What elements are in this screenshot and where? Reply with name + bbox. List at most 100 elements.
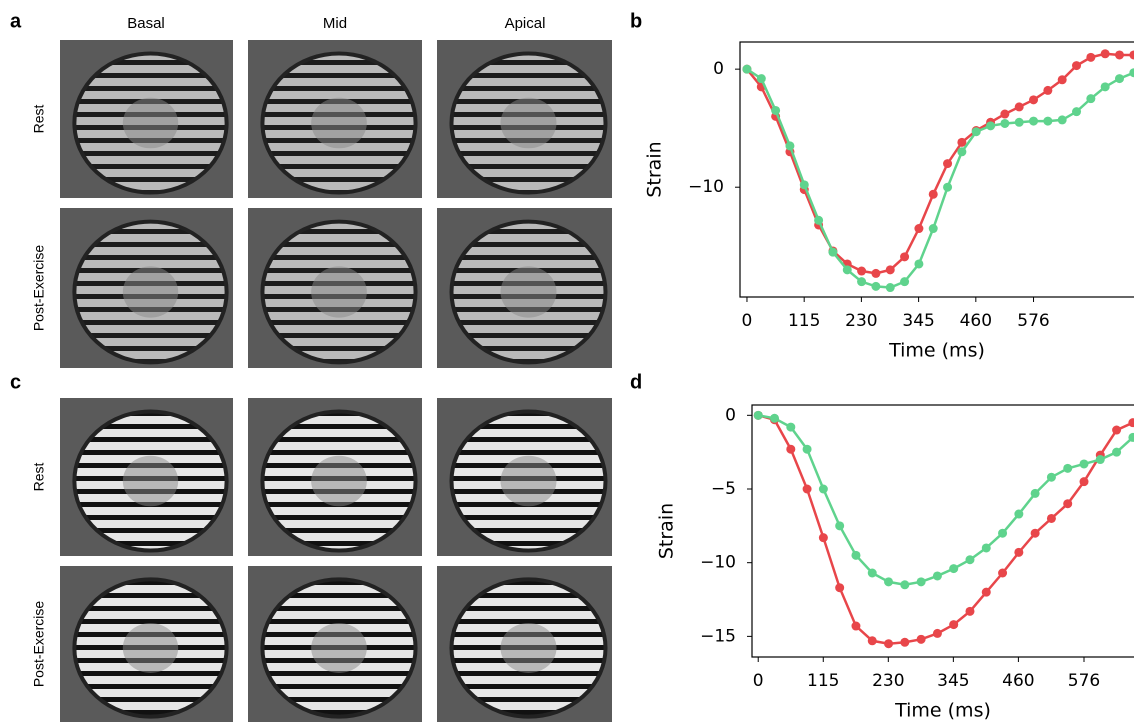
x-tick-label: 460 [1002,671,1034,691]
data-point [900,580,910,590]
data-point [900,277,910,287]
data-point [916,577,926,587]
data-point [928,189,938,199]
data-point [1000,109,1010,119]
data-point [842,265,852,275]
data-point [818,484,828,494]
x-axis-label: Time (ms) [888,340,985,362]
data-point [867,636,877,646]
x-tick-label: 0 [753,671,764,691]
data-point [884,639,894,649]
row-label: Rest [31,463,47,492]
mri-cavity [311,97,367,149]
data-point [1029,95,1039,105]
data-point [1115,74,1125,84]
data-point [971,127,981,137]
data-point [884,577,894,587]
series-line [757,414,1134,645]
data-point [1000,118,1010,128]
data-point [1057,75,1067,85]
x-axis-label: Time (ms) [894,700,991,722]
data-point [1014,547,1024,557]
data-point [771,105,781,115]
data-point [1129,68,1134,78]
y-tick-label: −5 [711,479,736,499]
data-point [1128,432,1134,442]
mri-cavity [500,455,557,507]
data-point [998,568,1008,578]
mri-cavity [122,623,179,673]
data-point [851,621,861,631]
data-point [914,259,924,269]
column-header: Basal [127,15,165,32]
data-point [916,634,926,644]
data-point [900,252,910,262]
data-point [1063,463,1073,473]
data-point [1115,50,1125,60]
data-point [857,277,867,287]
mri-cavity [122,266,179,318]
data-point [871,268,881,278]
data-point [981,587,991,597]
x-tick-label: 115 [788,311,820,331]
data-point [943,159,953,169]
data-point [1014,509,1024,519]
x-tick-label: 345 [902,311,934,331]
data-point [986,121,996,131]
data-point [965,555,975,565]
x-tick-label: 115 [807,671,839,691]
data-point [814,215,824,225]
data-point [885,265,895,275]
panel-label: d [630,371,642,393]
data-point [1043,116,1053,126]
data-point [1043,85,1053,95]
series-line [745,52,1134,275]
data-point [835,583,845,593]
mri-cavity [311,266,367,318]
data-point [1046,513,1056,523]
data-point [1072,61,1082,71]
data-point [932,571,942,581]
x-tick-label: 345 [937,671,969,691]
series-line [746,68,1134,289]
data-point [818,533,828,543]
data-point [957,147,967,157]
data-point [1079,459,1089,469]
data-point [981,543,991,553]
data-point [785,141,795,151]
y-axis-label: Strain [656,503,678,559]
data-point [1029,116,1039,126]
mri-cavity [311,623,367,673]
data-point [965,606,975,616]
plot-frame [739,41,1134,298]
data-point [998,528,1008,538]
data-point [1014,102,1024,112]
mri-cavity [311,455,367,507]
y-tick-label: −10 [700,553,736,573]
data-point [835,521,845,531]
data-point [928,224,938,234]
row-label: Post-Exercise [31,245,47,332]
data-point [1030,528,1040,538]
data-point [802,444,812,454]
data-point [1100,82,1110,92]
mri-cavity [500,97,557,149]
data-point [1072,107,1082,117]
y-tick-label: 0 [725,405,736,425]
x-tick-label: 0 [742,311,753,331]
data-point [1086,94,1096,104]
mri-cavity [122,97,179,149]
data-point [1014,117,1024,127]
data-point [932,628,942,638]
x-tick-label: 576 [1068,671,1100,691]
data-point [828,247,838,257]
data-point [1063,499,1073,509]
data-point [1128,418,1134,428]
data-point [914,224,924,234]
x-tick-label: 230 [845,311,877,331]
data-point [867,568,877,578]
data-point [802,484,812,494]
data-point [957,137,967,147]
y-tick-label: −10 [688,177,724,197]
